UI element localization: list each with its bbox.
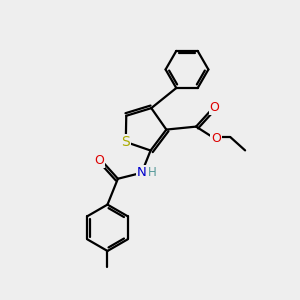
Text: O: O (210, 101, 219, 114)
Text: N: N (137, 166, 146, 179)
Text: S: S (122, 135, 130, 149)
Text: H: H (148, 166, 156, 179)
Text: O: O (94, 154, 104, 167)
Text: O: O (211, 132, 221, 145)
